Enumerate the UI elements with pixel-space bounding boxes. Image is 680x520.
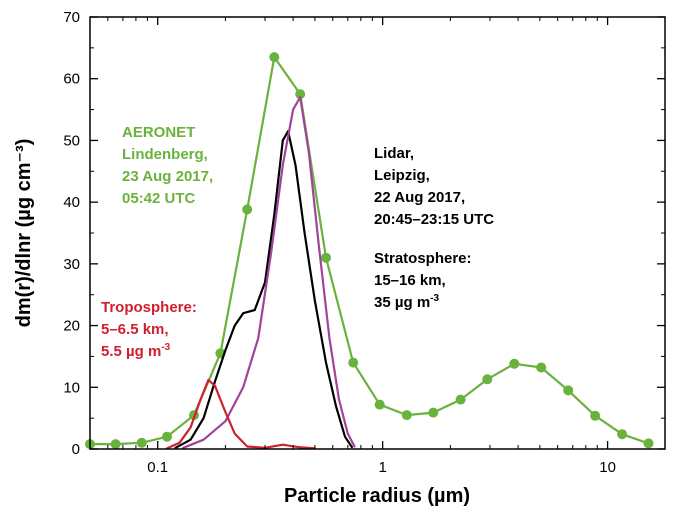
y-tick-label: 10 (63, 379, 80, 396)
y-tick-label: 70 (63, 9, 80, 26)
aeronet-line-1: AERONET (122, 124, 196, 141)
data-point (617, 429, 628, 440)
plot-content (85, 52, 654, 450)
y-tick-label: 30 (63, 256, 80, 273)
data-point (321, 252, 331, 263)
aeronet-line-2: Lindenberg, (122, 146, 208, 163)
y-axis-label-main: dm(r)/dlnr (µg cm⁻³) (13, 139, 35, 328)
series-line-1 (174, 130, 353, 449)
data-point (455, 394, 466, 405)
data-point (428, 407, 439, 418)
x-axis-label: Particle radius (µm) (284, 485, 470, 507)
plot-frame (89, 16, 666, 450)
data-point (295, 89, 306, 100)
data-point (509, 358, 520, 369)
series-line-3 (165, 378, 316, 450)
data-point (590, 410, 601, 421)
y-tick-label: 50 (63, 132, 80, 149)
series-line-2 (182, 96, 356, 449)
stratosphere-unit-text: 35 µg m (374, 294, 431, 311)
troposphere-line-3: 5.5 µg m-3 (101, 341, 197, 363)
data-point (563, 385, 574, 396)
lidar-line-4: 20:45–23:15 UTC (374, 211, 495, 228)
troposphere-annotation: Troposphere: 5–6.5 km, 5.5 µg m-3 (101, 297, 197, 363)
troposphere-line-1: Troposphere: (101, 299, 197, 316)
stratosphere-line-2: 15–16 km, (374, 272, 446, 289)
data-point (643, 438, 654, 449)
series-line-0 (88, 56, 650, 446)
lidar-line-1: Lidar, (374, 145, 415, 162)
data-point (401, 410, 412, 421)
y-axis: 0 10 20 30 40 50 60 70 (63, 9, 665, 458)
aeronet-annotation: AERONET Lindenberg, 23 Aug 2017, 05:42 U… (122, 122, 213, 210)
stratosphere-line-3: 35 µg m-3 (374, 292, 472, 314)
data-point (374, 399, 385, 410)
lidar-annotation: Lidar, Leipzig, 22 Aug 2017, 20:45–23:15… (374, 143, 494, 231)
y-tick-label: 60 (63, 71, 80, 88)
aeronet-line-3: 23 Aug 2017, (122, 168, 214, 185)
data-point (269, 52, 280, 63)
x-tick-label: 1 (378, 459, 386, 476)
data-point (482, 374, 493, 385)
data-point (136, 437, 147, 448)
troposphere-unit-exponent: -3 (161, 342, 171, 353)
x-tick-label: 0.1 (147, 459, 168, 476)
data-point (242, 204, 253, 215)
x-tick-label: 10 (599, 459, 616, 476)
y-tick-label: 0 (72, 441, 80, 458)
data-point (110, 439, 121, 450)
x-axis: 0.1 1 10 (89, 17, 616, 476)
stratosphere-unit-exponent: -3 (430, 293, 440, 304)
aeronet-line-4: 05:42 UTC (122, 190, 196, 207)
data-point (162, 431, 172, 442)
stratosphere-line-1: Stratosphere: (374, 250, 472, 267)
lidar-line-3: 22 Aug 2017, (374, 189, 466, 206)
y-tick-label: 40 (63, 194, 80, 211)
stratosphere-annotation: Stratosphere: 15–16 km, 35 µg m-3 (374, 248, 472, 314)
troposphere-unit-text: 5.5 µg m (101, 343, 162, 360)
y-tick-label: 20 (63, 318, 80, 335)
lidar-line-2: Leipzig, (374, 167, 430, 184)
data-point (536, 362, 547, 373)
y-axis-label: dm(r)/dlnr (µg cm⁻³) (13, 139, 35, 328)
data-point (348, 357, 359, 368)
troposphere-line-2: 5–6.5 km, (101, 321, 169, 338)
